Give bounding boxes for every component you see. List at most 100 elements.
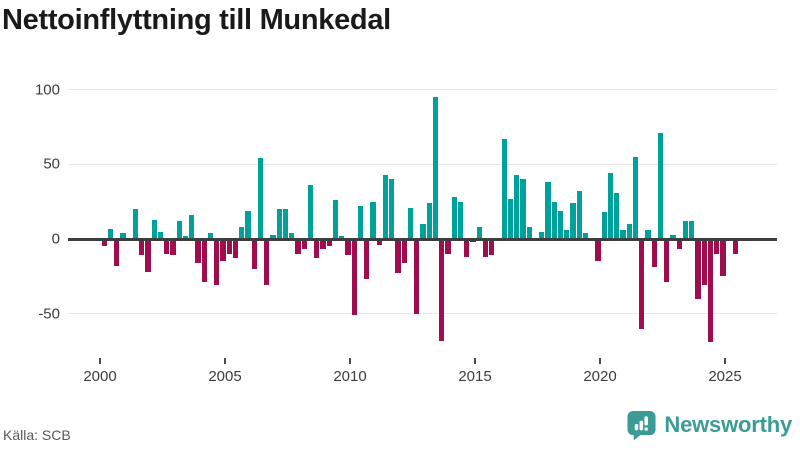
bar-2019Q4 <box>595 239 601 262</box>
bar-2003Q2 <box>182 236 189 239</box>
bar-2015Q1 <box>476 227 482 239</box>
bar-2021Q2 <box>632 156 639 239</box>
bar-2024Q3 <box>714 239 720 254</box>
bar-2007Q3 <box>289 233 295 239</box>
x-axis-tick-mark <box>99 358 101 364</box>
bar-2016Q1 <box>501 138 507 239</box>
bar-2010Q1 <box>351 239 357 316</box>
bar-2016Q2 <box>507 198 514 239</box>
bar-2020Q1 <box>601 212 607 239</box>
bar-2021Q3 <box>639 239 645 329</box>
bar-2018Q1 <box>551 201 557 239</box>
bar-2019Q1 <box>576 191 582 239</box>
bar-2007Q1 <box>276 209 282 239</box>
bar-2018Q4 <box>570 203 576 239</box>
bar-2011Q1 <box>376 239 382 245</box>
bar-2021Q4 <box>645 230 651 239</box>
bar-2016Q4 <box>520 179 526 239</box>
bar-2006Q1 <box>251 239 257 269</box>
bar-2000Q1 <box>101 239 107 247</box>
bar-2016Q3 <box>514 174 520 239</box>
bar-2018Q2 <box>557 210 564 239</box>
bar-2009Q1 <box>326 239 332 247</box>
bar-2019Q2 <box>582 233 589 239</box>
bar-2015Q3 <box>489 239 495 256</box>
bar-2011Q2 <box>382 174 389 239</box>
bar-2013Q2 <box>432 97 439 239</box>
bar-2001Q2 <box>132 209 139 239</box>
bar-2012Q3 <box>414 239 420 314</box>
x-axis-tick-label: 2005 <box>208 368 242 385</box>
x-axis-zero-line <box>68 237 777 241</box>
x-axis-tick-label: 2010 <box>333 368 367 385</box>
bar-2022Q3 <box>664 239 670 283</box>
bar-2017Q3 <box>539 231 545 239</box>
bar-2005Q3 <box>239 227 245 239</box>
bar-2013Q1 <box>426 203 432 239</box>
bar-2020Q2 <box>607 173 614 239</box>
bar-2017Q4 <box>545 182 551 239</box>
x-axis-tick-label: 2025 <box>708 368 742 385</box>
bar-2024Q4 <box>720 239 726 277</box>
bar-2009Q2 <box>332 200 339 239</box>
x-axis-tick-mark <box>599 358 601 364</box>
bar-2013Q4 <box>445 239 451 254</box>
bar-2018Q3 <box>564 230 570 239</box>
bar-2009Q3 <box>339 236 345 239</box>
bar-2021Q1 <box>626 224 632 239</box>
x-axis-tick-mark <box>349 358 351 364</box>
bar-2005Q2 <box>232 239 239 259</box>
bar-2003Q1 <box>176 221 182 239</box>
bar-2024Q2 <box>707 239 714 343</box>
bar-2006Q4 <box>270 234 276 239</box>
bar-2008Q4 <box>320 239 326 250</box>
x-axis-tick-mark <box>724 358 726 364</box>
x-axis-tick-mark <box>474 358 476 364</box>
y-axis-tick-label: -50 <box>38 305 60 323</box>
bar-2002Q1 <box>151 219 157 239</box>
bar-2024Q1 <box>701 239 707 286</box>
bar-2006Q3 <box>264 239 270 286</box>
newsworthy-bubble-chart-icon <box>626 408 657 441</box>
y-axis-tick-label: 50 <box>43 155 60 173</box>
bar-2012Q4 <box>420 224 426 239</box>
bar-2008Q3 <box>314 239 320 259</box>
bar-2001Q3 <box>139 239 145 256</box>
newsworthy-logo: Newsworthy <box>626 408 792 441</box>
bar-2023Q2 <box>682 221 689 239</box>
bar-2012Q1 <box>401 239 407 263</box>
bar-2003Q4 <box>195 239 201 263</box>
x-axis-tick-mark <box>224 358 226 364</box>
bar-2005Q4 <box>245 210 251 239</box>
x-axis-tick-label: 2000 <box>83 368 117 385</box>
bar-2023Q4 <box>695 239 701 299</box>
bar-2009Q4 <box>345 239 351 256</box>
bar-2002Q2 <box>157 231 164 239</box>
bar-2013Q3 <box>439 239 445 341</box>
gridline-y--50 <box>68 312 777 315</box>
y-axis-tick-label: 0 <box>51 230 60 248</box>
bar-2000Q2 <box>107 228 114 239</box>
bar-2005Q1 <box>226 239 232 254</box>
bar-2002Q3 <box>164 239 170 254</box>
source-caption: Källa: SCB <box>3 427 71 443</box>
bar-2017Q1 <box>526 227 532 239</box>
bar-2003Q3 <box>189 215 195 239</box>
bar-2014Q1 <box>451 197 457 239</box>
bar-2002Q4 <box>170 239 176 256</box>
bar-2000Q3 <box>114 239 120 266</box>
bar-2025Q2 <box>732 239 739 254</box>
bar-2023Q3 <box>689 221 695 239</box>
bar-2022Q2 <box>657 132 664 239</box>
bar-2022Q4 <box>670 234 676 239</box>
bar-2010Q4 <box>370 201 376 239</box>
chart-title: Nettoinflyttning till Munkedal <box>2 4 391 36</box>
bar-2007Q4 <box>295 239 301 254</box>
gridline-y-100 <box>68 88 777 91</box>
bar-2001Q4 <box>145 239 151 272</box>
bar-2006Q2 <box>257 158 264 239</box>
bar-2014Q3 <box>464 239 470 257</box>
newsworthy-wordmark: Newsworthy <box>664 411 792 437</box>
bar-2015Q2 <box>482 239 489 257</box>
